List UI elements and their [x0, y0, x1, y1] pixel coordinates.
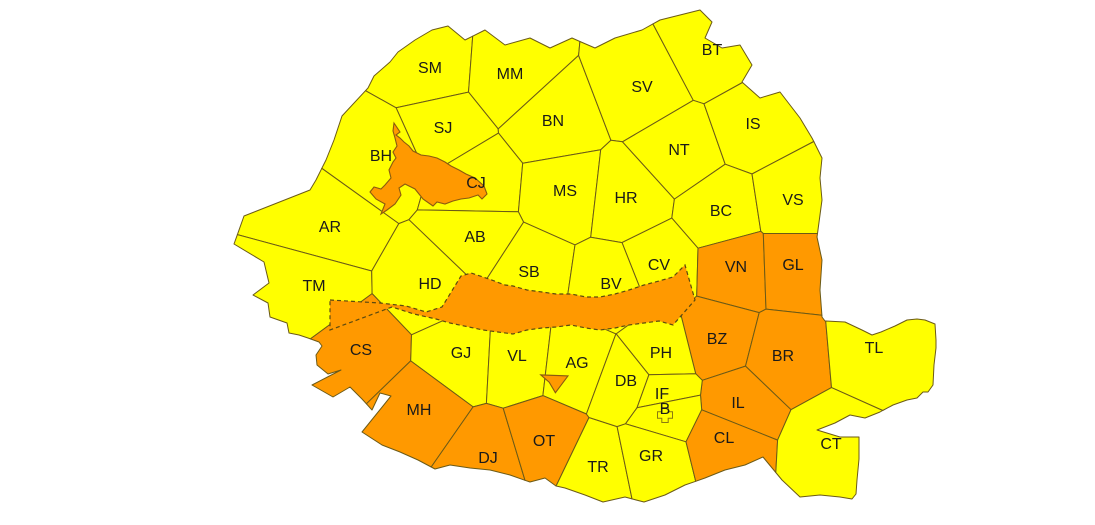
svg-text:MM: MM: [497, 66, 524, 83]
svg-text:CL: CL: [714, 430, 735, 447]
svg-text:SM: SM: [418, 60, 442, 77]
svg-text:CS: CS: [350, 342, 372, 359]
svg-text:OT: OT: [533, 433, 555, 450]
svg-text:SB: SB: [518, 264, 539, 281]
svg-text:AR: AR: [319, 219, 341, 236]
svg-text:IL: IL: [731, 395, 744, 412]
svg-text:AG: AG: [565, 355, 588, 372]
svg-text:IS: IS: [745, 116, 760, 133]
svg-text:CJ: CJ: [466, 175, 486, 192]
svg-text:DB: DB: [615, 373, 637, 390]
svg-text:TL: TL: [865, 340, 884, 357]
svg-text:VS: VS: [782, 192, 803, 209]
svg-text:AB: AB: [464, 229, 485, 246]
svg-text:MS: MS: [553, 183, 577, 200]
svg-text:GJ: GJ: [451, 345, 471, 362]
svg-text:PH: PH: [650, 345, 672, 362]
svg-text:TR: TR: [587, 459, 608, 476]
svg-text:CT: CT: [820, 436, 842, 453]
svg-text:GR: GR: [639, 448, 663, 465]
svg-text:CV: CV: [648, 257, 671, 274]
svg-text:BN: BN: [542, 113, 564, 130]
svg-text:BT: BT: [702, 42, 723, 59]
svg-text:BH: BH: [370, 148, 392, 165]
svg-text:SV: SV: [631, 79, 653, 96]
svg-text:BV: BV: [600, 276, 622, 293]
svg-text:BR: BR: [772, 348, 794, 365]
svg-text:VN: VN: [725, 259, 747, 276]
svg-text:DJ: DJ: [478, 450, 498, 467]
svg-text:SJ: SJ: [434, 120, 453, 137]
svg-text:TM: TM: [302, 278, 325, 295]
svg-text:BC: BC: [710, 203, 732, 220]
svg-text:VL: VL: [507, 348, 527, 365]
svg-text:MH: MH: [407, 402, 432, 419]
svg-text:GL: GL: [782, 257, 803, 274]
svg-text:BZ: BZ: [707, 331, 728, 348]
svg-text:NT: NT: [668, 142, 690, 159]
svg-text:B: B: [660, 401, 671, 418]
svg-text:HD: HD: [418, 276, 441, 293]
svg-text:HR: HR: [614, 190, 637, 207]
